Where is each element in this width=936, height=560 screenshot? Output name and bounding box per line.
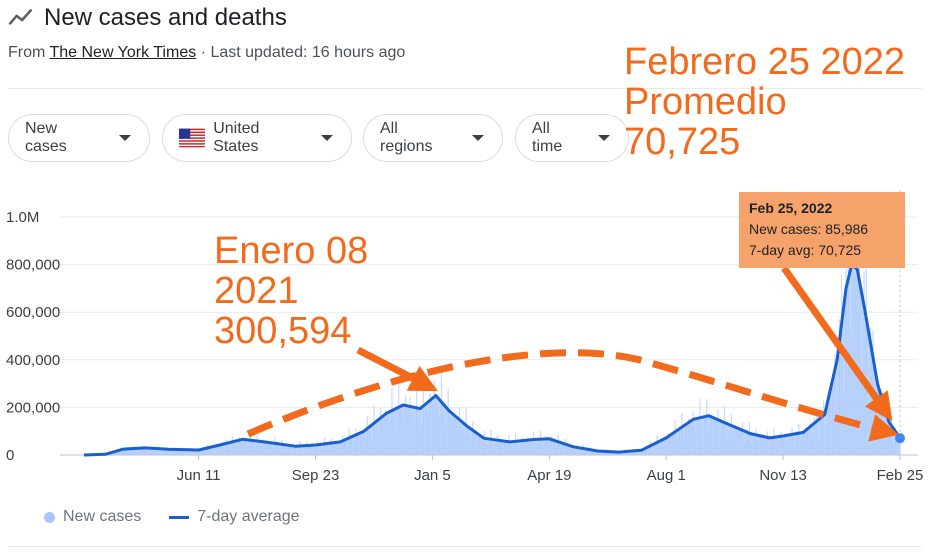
chevron-down-icon: [119, 135, 131, 141]
bottom-divider: [8, 546, 922, 547]
x-tick-label: Feb 25: [877, 467, 924, 484]
title-row: New cases and deaths: [8, 4, 287, 32]
x-tick-label: Nov 13: [759, 467, 807, 484]
legend-new-cases: New cases: [63, 508, 142, 525]
x-tick-label: Sep 23: [292, 467, 340, 484]
source-prefix: From: [8, 44, 50, 61]
last-updated: · Last updated: 16 hours ago: [196, 44, 406, 61]
metric-dropdown[interactable]: New cases: [8, 114, 150, 162]
x-tick-label: Jun 11: [177, 467, 221, 484]
trend-icon: [8, 9, 33, 25]
jan-arrow: [356, 346, 438, 392]
page-title: New cases and deaths: [44, 4, 287, 31]
y-tick-label: 0: [6, 447, 14, 464]
avg-line: [83, 263, 902, 457]
region-dropdown[interactable]: All regions: [363, 114, 503, 162]
avg-legend-swatch: [169, 515, 190, 519]
new-cases-legend-swatch: [44, 511, 55, 523]
chevron-down-icon: [321, 135, 333, 141]
chevron-down-icon: [598, 135, 610, 141]
y-tick-label: 800,000: [6, 257, 60, 274]
country-dropdown[interactable]: United States: [162, 114, 352, 162]
jan-annotation: Enero 08 2021 300,594: [214, 230, 369, 352]
y-tick-label: 1.0M: [6, 209, 39, 226]
y-tick-label: 400,000: [6, 352, 60, 369]
tooltip-new-cases: New cases: 85,986: [749, 221, 869, 237]
x-tick-label: Jan 5: [414, 467, 451, 484]
feb-arrow: [781, 265, 893, 422]
source-link[interactable]: The New York Times: [49, 44, 197, 61]
tooltip-avg: 7-day avg: 70,725: [749, 242, 862, 258]
feb-annotation: Febrero 25 2022 Promedio 70,725: [624, 41, 905, 163]
chevron-down-icon: [472, 135, 484, 141]
time-range-dropdown[interactable]: All time: [515, 114, 629, 162]
top-divider: [8, 88, 922, 89]
metric-dropdown-label: New cases: [25, 120, 67, 155]
region-dropdown-label: All regions: [380, 120, 433, 155]
x-tick-label: Apr 19: [527, 467, 571, 484]
highlight-point: [895, 433, 905, 444]
country-dropdown-label: United States: [213, 120, 260, 155]
x-tick-label: Aug 1: [647, 467, 686, 484]
us-flag-icon: [179, 128, 206, 148]
source-line: From The New York Times · Last updated: …: [8, 44, 405, 62]
dashed-curve-arrow: [246, 349, 899, 442]
y-tick-label: 200,000: [6, 399, 60, 416]
chart-legend: New cases 7-day average: [44, 508, 300, 526]
chart-tooltip: Feb 25, 2022 New cases: 85,986 7-day avg…: [739, 192, 905, 268]
tooltip-date: Feb 25, 2022: [749, 200, 833, 216]
new-cases-area: [84, 264, 900, 455]
y-tick-label: 600,000: [6, 304, 60, 321]
time-range-dropdown-label: All time: [532, 120, 563, 155]
legend-avg: 7-day average: [197, 508, 300, 525]
